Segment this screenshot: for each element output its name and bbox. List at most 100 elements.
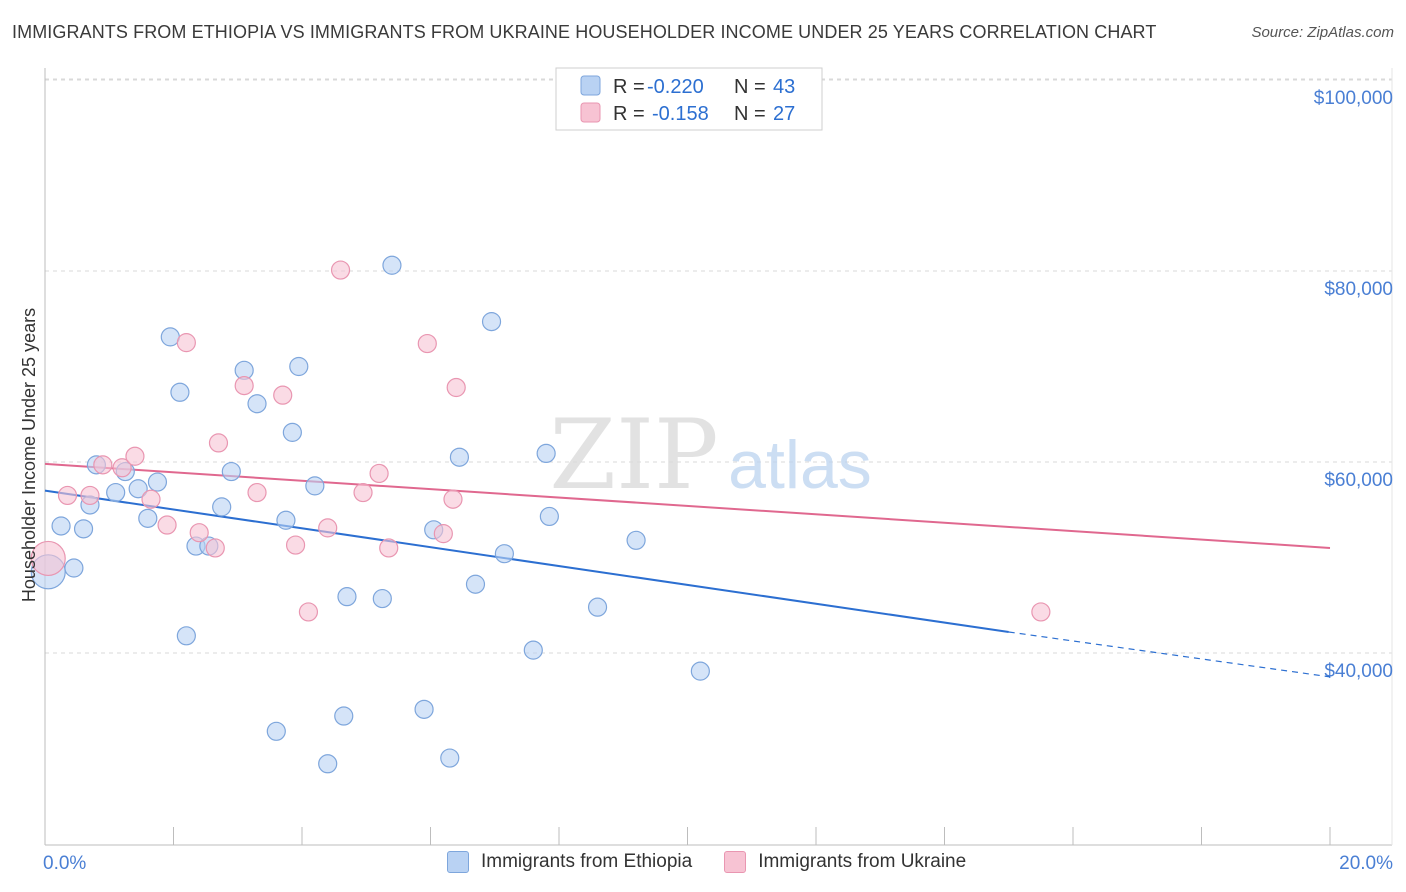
point-ukraine <box>369 463 389 484</box>
point-ethiopia <box>176 626 196 646</box>
point-ukraine <box>205 538 225 558</box>
point-ukraine <box>1031 602 1051 622</box>
point-ukraine <box>446 377 466 398</box>
x-tick-label: 20.0% <box>1339 853 1393 874</box>
trendline-ethiopia-extension <box>1008 631 1331 678</box>
point-ukraine <box>141 489 161 509</box>
watermark-zip: ZIP <box>549 399 718 511</box>
point-ethiopia <box>587 597 608 617</box>
watermark-atlas: atlas <box>728 427 872 503</box>
point-ethiopia <box>440 748 460 768</box>
point-ukraine <box>298 602 319 622</box>
point-ukraine <box>330 260 351 280</box>
point-ethiopia <box>128 479 148 499</box>
point-ukraine <box>93 455 113 475</box>
y-tick-label: $80,000 <box>1324 279 1393 300</box>
trendline-ukraine <box>44 462 1331 549</box>
point-ukraine <box>417 333 437 354</box>
point-ukraine <box>176 333 196 353</box>
point-ethiopia <box>337 587 357 607</box>
point-ethiopia <box>160 327 180 347</box>
stats-r-label-ethiopia: R = <box>613 76 645 98</box>
point-ethiopia <box>64 558 84 578</box>
svg-text:R = -0.220 N =: R = -0.220 N = 43 <box>613 76 795 98</box>
x-tick-label: 0.0% <box>43 853 86 874</box>
point-ethiopia <box>276 510 296 530</box>
point-ethiopia <box>481 312 502 332</box>
bottom-legend: Immigrants from Ethiopia Immigrants from… <box>447 851 998 873</box>
point-ethiopia <box>494 544 514 564</box>
point-ethiopia <box>626 530 646 550</box>
point-ethiopia <box>539 506 559 527</box>
legend-label-ukraine: Immigrants from Ukraine <box>758 851 967 872</box>
point-ukraine <box>285 535 306 555</box>
stats-r-value-ukraine: -0.158 <box>652 103 709 125</box>
point-ethiopia <box>465 574 486 594</box>
point-ethiopia <box>282 422 302 442</box>
point-ethiopia <box>247 394 267 414</box>
point-ethiopia <box>536 443 556 464</box>
point-ukraine <box>112 458 132 478</box>
point-ethiopia <box>212 497 232 517</box>
point-ethiopia <box>147 472 168 492</box>
legend-entry-ethiopia: Immigrants from Ethiopia <box>447 851 692 873</box>
svg-text:R = -0.158 N =: R = -0.158 N = 27 <box>613 103 795 125</box>
legend-swatch-ukraine <box>724 851 747 873</box>
trendline-ethiopia <box>44 489 1009 633</box>
point-ethiopia <box>51 516 71 536</box>
legend-label-ethiopia: Immigrants from Ethiopia <box>481 851 693 872</box>
point-ethiopia <box>106 482 126 503</box>
point-ethiopia <box>449 447 470 467</box>
point-ethiopia <box>266 721 286 741</box>
y-tick-label: $60,000 <box>1324 470 1393 491</box>
point-ukraine <box>433 524 453 544</box>
point-ethiopia <box>523 640 543 660</box>
point-ethiopia <box>318 754 338 774</box>
point-ukraine <box>443 489 463 509</box>
point-ethiopia <box>289 356 309 377</box>
point-ukraine <box>234 376 254 396</box>
stats-n-label-ukraine: N = <box>734 103 766 125</box>
stats-r-value-ethiopia: -0.220 <box>647 76 704 98</box>
chart-title: IMMIGRANTS FROM ETHIOPIA VS IMMIGRANTS F… <box>12 22 1157 42</box>
point-ukraine <box>318 518 338 538</box>
axes-layer <box>44 68 1393 846</box>
point-ethiopia <box>382 255 402 275</box>
point-ethiopia <box>73 519 94 539</box>
point-ukraine <box>353 482 373 503</box>
stats-n-value-ukraine: 27 <box>773 103 795 125</box>
point-ethiopia <box>690 661 710 681</box>
stats-n-label-ethiopia: N = <box>734 76 766 98</box>
point-ethiopia <box>305 476 325 496</box>
stats-n-value-ethiopia: 43 <box>773 76 795 98</box>
point-ukraine <box>30 540 66 577</box>
stats-swatch-ukraine <box>580 102 601 123</box>
point-ukraine <box>157 515 177 535</box>
point-ukraine <box>247 482 267 503</box>
stats-swatch-ethiopia <box>580 75 601 96</box>
y-tick-label: $100,000 <box>1314 88 1393 109</box>
point-ukraine <box>379 538 399 558</box>
point-ethiopia <box>372 588 392 609</box>
source-credit: Source: ZipAtlas.com <box>1251 24 1394 41</box>
point-ukraine <box>80 485 100 506</box>
stats-r-label-ukraine: R = <box>613 103 645 125</box>
legend-swatch-ethiopia <box>447 851 469 873</box>
legend-entry-ukraine: Immigrants from Ukraine <box>724 851 966 873</box>
points-layer <box>30 255 1051 774</box>
y-axis-label: Householder Income Under 25 years <box>19 308 39 602</box>
point-ethiopia <box>221 461 241 482</box>
point-ukraine <box>208 433 229 453</box>
point-ethiopia <box>414 699 434 719</box>
y-tick-label: $40,000 <box>1324 661 1393 682</box>
point-ukraine <box>273 385 293 405</box>
point-ethiopia <box>138 508 158 528</box>
ticks-layer: $40,000 $60,000 $80,000 $100,000 0.0% 20.0% <box>43 88 1393 874</box>
point-ethiopia <box>334 706 354 726</box>
stats-legend: R = -0.220 N = 43 R = -0.158 N = 27 <box>555 67 823 131</box>
point-ukraine <box>57 485 78 506</box>
watermark: ZIP atlas <box>549 399 871 511</box>
point-ukraine <box>125 446 145 466</box>
trend-layer <box>44 462 1331 678</box>
